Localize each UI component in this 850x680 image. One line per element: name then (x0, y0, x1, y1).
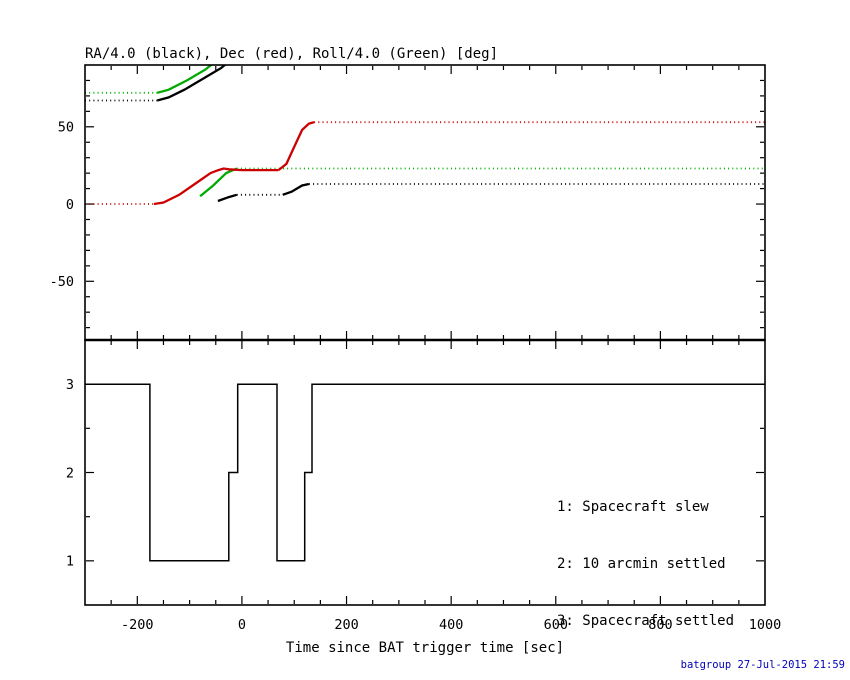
y-tick-label: 2 (66, 465, 74, 481)
axis-ticks (86, 66, 764, 339)
line-dec (153, 167, 279, 206)
y-tick-label: -50 (50, 274, 74, 290)
y-tick-label: 1 (66, 554, 74, 570)
chart-title: RA/4.0 (black), Dec (red), Roll/4.0 (Gre… (85, 46, 499, 62)
line-ra-4-0 (156, 65, 227, 102)
x-tick-label: 600 (544, 617, 568, 633)
panel-frame (84, 64, 766, 341)
x-tick-label: 400 (439, 617, 463, 633)
line-ra-4-0 (282, 182, 310, 196)
y-tick-label: 0 (66, 197, 74, 213)
series-group (85, 65, 765, 206)
x-tick-label: 800 (648, 617, 672, 633)
line-roll-4-0 (199, 167, 238, 198)
line-ra-4-0 (217, 193, 238, 203)
x-axis-title: Time since BAT trigger time [sec] (285, 640, 565, 656)
x-tick-label: 1000 (749, 617, 782, 633)
x-tick-label: -200 (121, 617, 154, 633)
axis-ticks (86, 341, 764, 604)
line-settled-state (85, 383, 765, 562)
legend-item-10arcmin: 2: 10 arcmin settled (557, 556, 726, 572)
series-group (85, 383, 765, 562)
x-tick-label: 200 (334, 617, 358, 633)
legend: 1: Spacecraft slew 2: 10 arcmin settled … (557, 460, 734, 669)
y-tick-label: 50 (58, 120, 74, 136)
legend-item-slew: 1: Spacecraft slew (557, 499, 709, 515)
legend-item-settled: 3: Spacecraft settled (557, 613, 735, 629)
y-tick-label: 3 (66, 377, 74, 393)
line-dec (277, 121, 315, 172)
line-roll-4-0 (156, 65, 213, 94)
footer-credit: batgroup 27-Jul-2015 21:59 (680, 659, 845, 671)
x-tick-label: 0 (238, 617, 246, 633)
